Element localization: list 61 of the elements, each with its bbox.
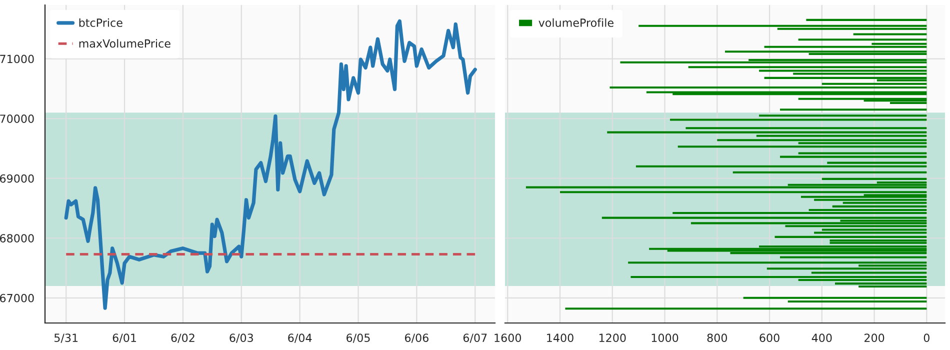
bar [822, 178, 927, 180]
bar [717, 139, 927, 142]
bar [766, 268, 927, 270]
bar [759, 114, 927, 117]
x-tick-label: 6/02 [171, 334, 194, 343]
y-tick-label: 68000 [0, 234, 34, 242]
bar [806, 18, 927, 21]
bar [690, 222, 927, 224]
bar [678, 146, 927, 148]
bar [686, 127, 927, 130]
x-tick-label: 6/04 [288, 334, 312, 343]
x-tick-label: 1200 [599, 334, 626, 342]
x-tick-label: 6/06 [404, 334, 428, 343]
bar [800, 196, 927, 198]
x-tick-label: 400 [812, 334, 832, 342]
bar [780, 156, 927, 158]
bar [853, 33, 927, 36]
legend-label: maxVolumePrice [79, 39, 170, 48]
x-tick-label: 200 [864, 334, 884, 342]
bar [628, 262, 927, 264]
x-tick-label: 600 [760, 334, 780, 342]
bar [672, 212, 927, 214]
bar [764, 76, 927, 79]
bar [607, 131, 927, 134]
y-tick-label: 67000 [0, 294, 34, 302]
legend-label: btcPrice [79, 18, 122, 27]
bar [780, 256, 927, 258]
bar [764, 46, 927, 48]
x-tick-label: 1400 [547, 334, 574, 342]
y-tick-label: 69000 [0, 174, 34, 183]
bar [630, 276, 927, 278]
x-tick-label: 6/01 [112, 334, 136, 343]
bar [610, 86, 927, 89]
bar [814, 232, 927, 234]
bar [725, 50, 927, 53]
x-tick-label: 6/03 [230, 334, 253, 343]
x-tick-label: 6/05 [346, 334, 370, 343]
bar [602, 216, 927, 219]
bar [780, 108, 927, 111]
legend-label: volumeProfile [538, 18, 614, 27]
x-tick-label: 800 [707, 334, 728, 342]
bar [560, 191, 927, 194]
bar [565, 308, 927, 310]
bar [620, 61, 927, 64]
bar [670, 118, 927, 121]
x-tick-label: 5/31 [54, 334, 78, 343]
x-tick-label: 1000 [652, 334, 678, 342]
x-tick-label: 0 [924, 334, 930, 342]
bar [526, 186, 927, 188]
y-tick-label: 71000 [0, 54, 34, 64]
bar [638, 24, 927, 27]
bar [774, 236, 927, 238]
bar [688, 66, 927, 68]
x-tick-label: 6/07 [463, 334, 487, 343]
bar [743, 296, 927, 299]
bar [811, 272, 927, 274]
bar [732, 171, 927, 174]
x-tick-label: 1600 [494, 334, 522, 342]
y-tick-label: 70000 [0, 114, 34, 123]
bar [798, 38, 927, 41]
bar [636, 165, 927, 168]
